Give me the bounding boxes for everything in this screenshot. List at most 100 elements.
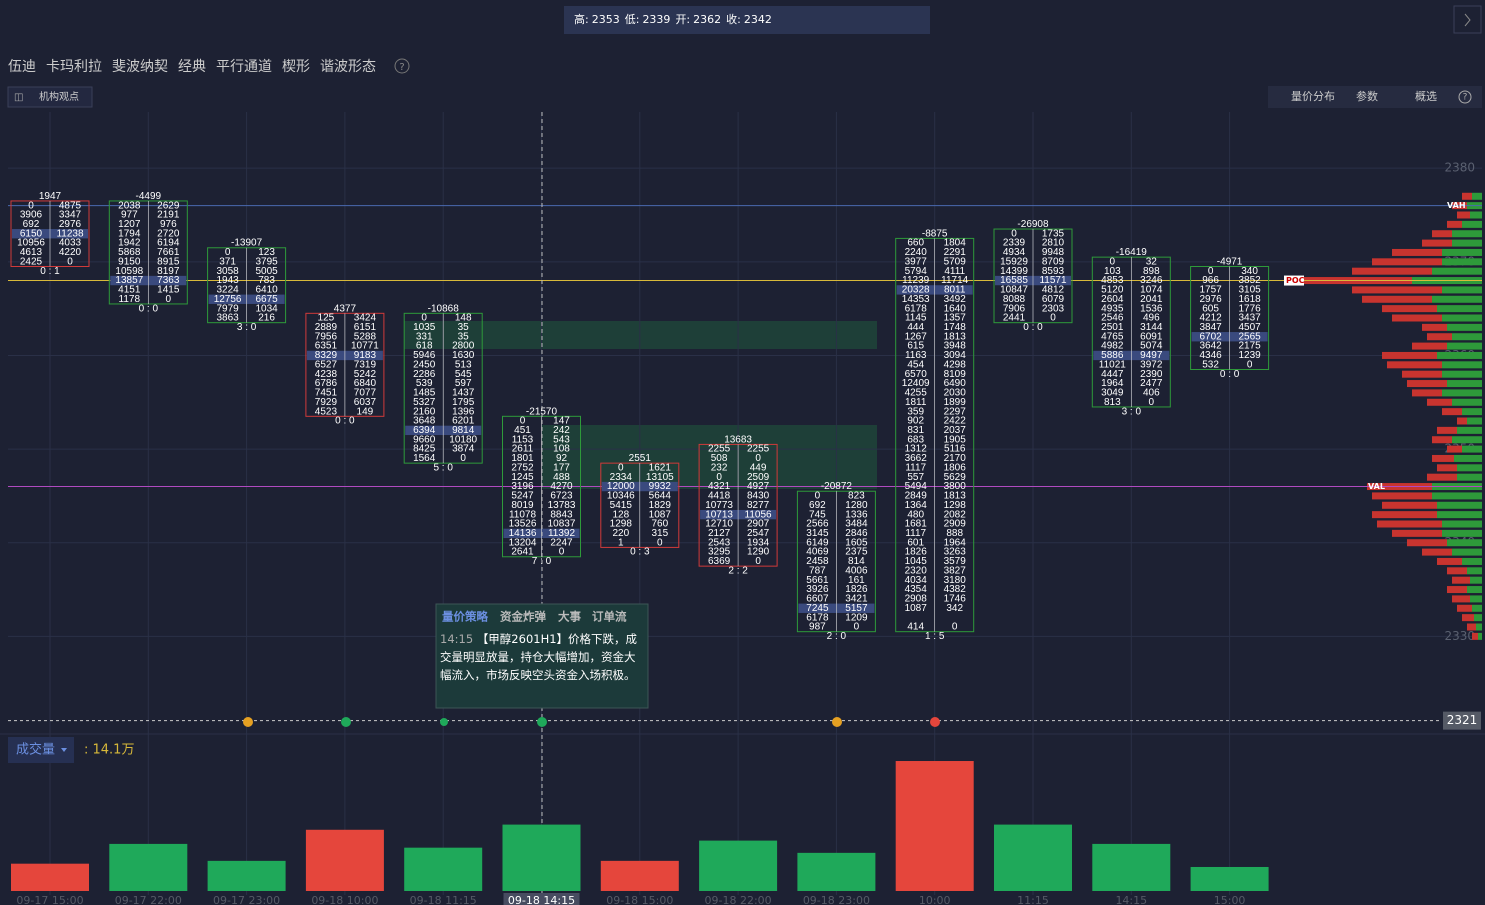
ask: 6723: [550, 491, 573, 502]
tooltip-tab[interactable]: 大事: [558, 610, 581, 624]
bid: 13857: [115, 275, 143, 286]
profile-sell: [1392, 248, 1442, 256]
ask: 92: [556, 453, 568, 464]
ask: 1829: [649, 500, 672, 511]
ask: 4006: [845, 565, 868, 576]
view-button[interactable]: [7, 86, 93, 108]
bid: 5120: [1101, 285, 1124, 296]
bid: 2908: [905, 594, 928, 605]
profile-sell: [1382, 351, 1437, 359]
ask: 3579: [944, 556, 967, 567]
collapse-button[interactable]: [1453, 5, 1482, 34]
ask: 1776: [1238, 303, 1261, 314]
menu-item[interactable]: 卡玛利拉: [46, 59, 102, 75]
ask: 760: [651, 519, 668, 530]
tooltip-body: 14:15 【甲醇2601H1】价格下跌，成交量明显放量，持仓大幅增加，资金大幅…: [440, 632, 637, 682]
bid: 2286: [413, 369, 436, 380]
event-marker[interactable]: [930, 717, 940, 727]
bid: 1811: [905, 397, 927, 408]
ask: 4875: [59, 200, 82, 211]
ratio: 2 : 2: [728, 565, 748, 576]
bid: 3906: [20, 210, 43, 221]
bid: 8088: [1003, 294, 1026, 305]
bid: 6570: [905, 369, 928, 380]
bid: 1794: [118, 228, 141, 239]
bid: 6369: [708, 556, 731, 567]
profile-buy: [1452, 239, 1482, 247]
tooltip-tab[interactable]: 订单流: [592, 610, 627, 624]
ratio: 3 : 0: [1122, 406, 1142, 417]
ask: 3180: [944, 575, 967, 586]
toolbar-item[interactable]: 参数: [1356, 89, 1378, 103]
tooltip-tab[interactable]: 量价策略: [442, 610, 488, 624]
toolbar-item[interactable]: 概选: [1415, 90, 1437, 103]
profile-buy: [1472, 604, 1482, 612]
right-toolbar: [1268, 86, 1482, 108]
ask: 4927: [747, 481, 770, 492]
ask: 5116: [944, 444, 966, 455]
event-markers: [243, 717, 940, 727]
profile-sell: [1457, 211, 1470, 219]
ask: 1618: [1238, 294, 1261, 305]
ask: 6201: [452, 416, 475, 427]
bid: 1267: [905, 331, 928, 342]
menu-item[interactable]: 经典: [178, 59, 206, 75]
profile-buy: [1470, 211, 1482, 219]
ask: 3144: [1140, 322, 1163, 333]
ask: 6410: [255, 285, 278, 296]
footprint-chart: 233023402350236023702380VAHPOCVAL1947048…: [8, 112, 1482, 895]
ask: 783: [258, 275, 275, 286]
event-marker[interactable]: [341, 717, 351, 727]
bid: 371: [219, 256, 236, 267]
bid: 10713: [705, 509, 733, 520]
profile-buy: [1476, 623, 1482, 631]
menu-item[interactable]: 谐波形态: [320, 59, 376, 75]
zone: [542, 425, 877, 489]
profile-buy: [1447, 342, 1482, 350]
ask: 1415: [157, 285, 180, 296]
tooltip-tab[interactable]: 资金炸弹: [500, 610, 546, 624]
profile-sell: [1447, 567, 1467, 575]
help-icon[interactable]: [1458, 90, 1472, 104]
bid: 4212: [1199, 313, 1222, 324]
bid: 2255: [708, 444, 731, 455]
bid: 451: [514, 425, 531, 436]
toolbar-item[interactable]: 量价分布: [1291, 90, 1335, 103]
bid: 14136: [509, 528, 537, 539]
delta: -8875: [922, 228, 948, 239]
event-marker[interactable]: [537, 717, 547, 727]
ask: 1087: [649, 509, 672, 520]
ask: 1298: [944, 500, 967, 511]
bid: 4151: [118, 285, 141, 296]
event-marker[interactable]: [440, 718, 448, 726]
help-icon[interactable]: [394, 58, 410, 74]
bid: 0: [618, 462, 624, 473]
bid: 1035: [413, 322, 436, 333]
bid: 615: [907, 341, 924, 352]
ask: 2565: [1238, 331, 1261, 342]
ask: 4382: [944, 584, 967, 595]
bid: 4613: [20, 247, 43, 258]
menu-item[interactable]: 楔形: [282, 59, 310, 75]
ask: 2629: [157, 200, 180, 211]
profile-sell: [1447, 220, 1462, 228]
ask: 3795: [255, 256, 278, 267]
profile-sell: [1462, 192, 1472, 200]
bid: 2450: [413, 359, 436, 370]
profile-buy: [1452, 398, 1482, 406]
help-text: ?: [1463, 93, 1468, 103]
bid: 1245: [511, 472, 534, 483]
event-marker[interactable]: [832, 717, 842, 727]
ask: 4220: [59, 247, 82, 258]
menu-item[interactable]: 平行通道: [216, 59, 272, 75]
ask: 3972: [1140, 359, 1163, 370]
profile-sell: [1382, 305, 1437, 313]
volume-bar: [797, 852, 876, 891]
bid: 13526: [509, 519, 537, 530]
bid: 4853: [1101, 275, 1124, 286]
profile-buy: [1442, 258, 1482, 266]
event-marker[interactable]: [243, 717, 253, 727]
menu-item[interactable]: 斐波纳契: [112, 59, 168, 75]
ask: 8430: [747, 491, 770, 502]
menu-item[interactable]: 伍迪: [8, 59, 36, 75]
